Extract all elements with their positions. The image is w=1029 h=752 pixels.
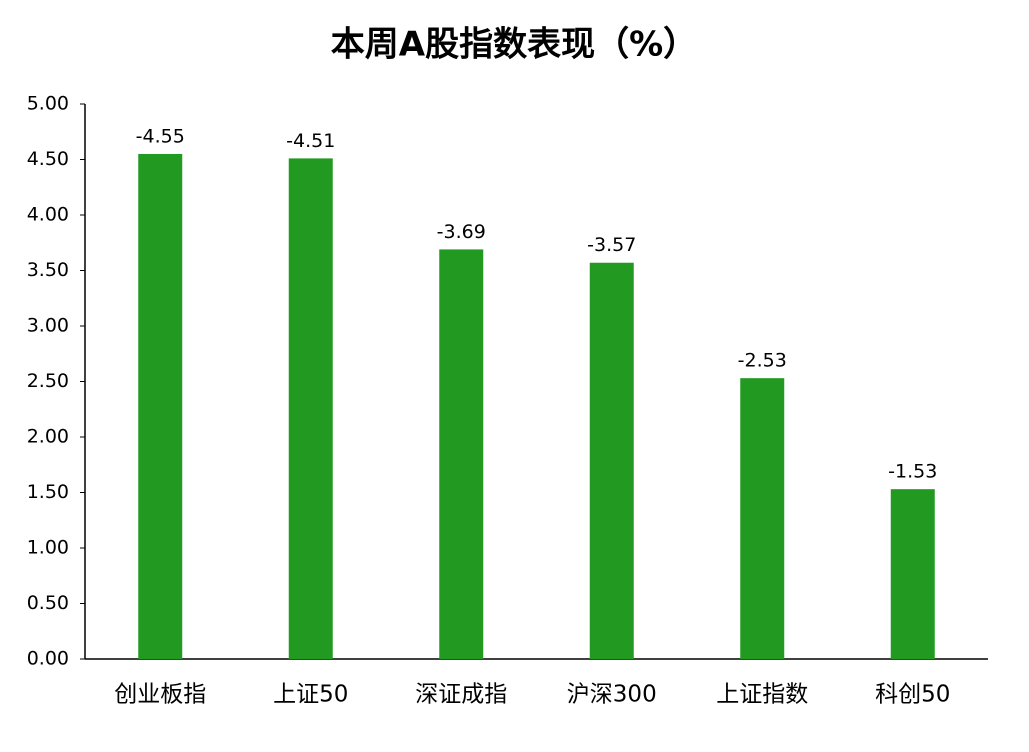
data-label: -4.55 xyxy=(136,125,185,147)
y-tick-label: 1.50 xyxy=(27,481,69,503)
bar xyxy=(890,489,935,659)
x-tick-label: 深证成指 xyxy=(415,682,507,708)
x-tick-label: 科创50 xyxy=(875,682,950,708)
bar xyxy=(589,262,634,659)
x-tick-label: 上证50 xyxy=(273,682,348,708)
data-label: -4.51 xyxy=(286,130,335,152)
bar xyxy=(138,153,183,659)
y-tick-label: 2.50 xyxy=(27,370,69,392)
data-label: -3.57 xyxy=(587,234,636,256)
y-tick-label: 5.00 xyxy=(27,93,69,115)
data-label: -3.69 xyxy=(437,221,486,243)
y-tick-label: 3.50 xyxy=(27,259,69,281)
x-tick-label: 沪深300 xyxy=(567,682,657,708)
bar xyxy=(740,378,785,659)
y-tick-label: 1.00 xyxy=(27,537,69,559)
data-label: -1.53 xyxy=(888,461,937,483)
bar xyxy=(439,249,484,659)
y-tick-label: 0.00 xyxy=(27,648,69,670)
x-tick-label: 上证指数 xyxy=(716,682,808,708)
y-tick-label: 0.50 xyxy=(27,592,69,614)
x-tick-label: 创业板指 xyxy=(114,682,206,708)
chart-title: 本周A股指数表现（%） xyxy=(331,25,697,65)
y-tick-label: 4.00 xyxy=(27,204,69,226)
y-tick-label: 3.00 xyxy=(27,315,69,337)
bar xyxy=(288,158,333,659)
data-label: -2.53 xyxy=(738,350,787,372)
y-tick-label: 2.00 xyxy=(27,426,69,448)
y-tick-label: 4.50 xyxy=(27,148,69,170)
